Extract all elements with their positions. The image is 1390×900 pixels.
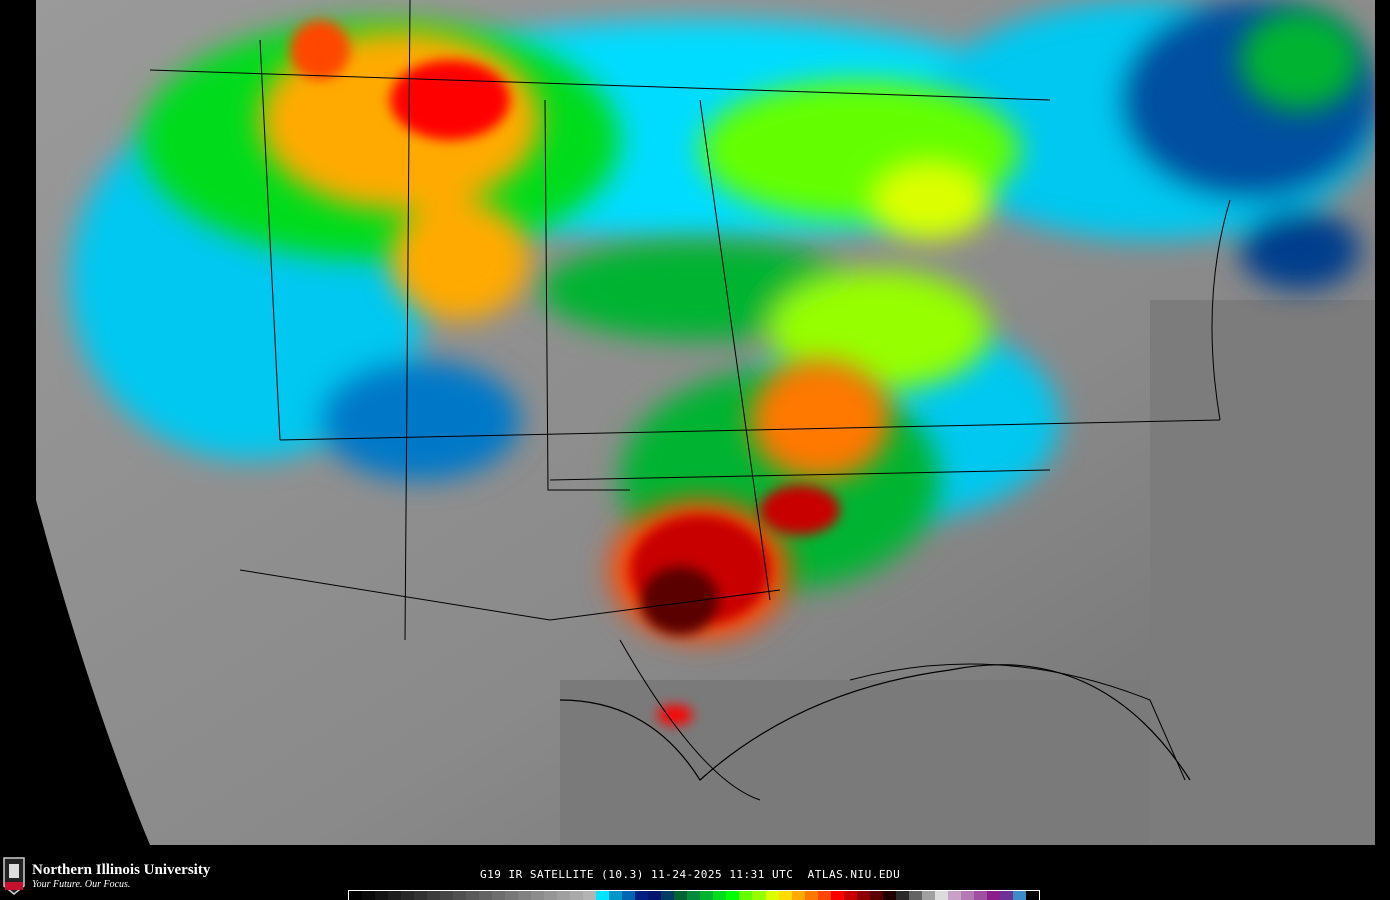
colorbar-swatch [700,891,714,900]
niu-shield-icon [3,857,25,895]
colorbar-swatch [453,891,467,900]
colorbar-swatch [908,891,922,900]
colorbar-swatch [843,891,857,900]
colorbar-swatch [960,891,974,900]
colorbar-swatch [401,891,415,900]
colorbar-swatch [687,891,701,900]
satellite-map [36,0,1375,845]
colorbar-swatch [609,891,623,900]
caption-product: G19 IR SATELLITE (10.3) [480,868,644,881]
colorbar-swatch [947,891,961,900]
colorbar-swatch [765,891,779,900]
colorbar-swatch [440,891,454,900]
colorbar-swatch [362,891,376,900]
colorbar-swatch [518,891,532,900]
colorbar-swatch [895,891,909,900]
colorbar-swatch [596,891,610,900]
colorbar-swatch [752,891,766,900]
colorbar-swatch [973,891,987,900]
colorbar-swatch [479,891,493,900]
colorbar-swatch [986,891,1000,900]
colorbar-swatch [375,891,389,900]
temperature-colorbar [348,890,1040,900]
colorbar-swatch [531,891,545,900]
state-borders [149,0,1231,801]
atlantic-ocean [1150,300,1375,845]
colorbar-swatch [1012,891,1026,900]
colorbar-swatch [726,891,740,900]
image-caption: G19 IR SATELLITE (10.3) 11-24-2025 11:31… [480,868,900,881]
colorbar-swatch [934,891,948,900]
coastline [559,664,1191,781]
caption-site: ATLAS.NIU.EDU [807,868,901,881]
org-name: Northern Illinois University [32,861,211,878]
colorbar-swatch [713,891,727,900]
colorbar-swatch [661,891,675,900]
colorbar-swatch [674,891,688,900]
colorbar-swatch [999,891,1013,900]
colorbar-swatch [869,891,883,900]
colorbar-swatch [544,891,558,900]
colorbar-swatch [570,891,584,900]
colorbar-swatch [583,891,597,900]
cloud-green-layer [140,10,1360,590]
colorbar-swatch [648,891,662,900]
colorbar-swatch [557,891,571,900]
colorbar-swatch [349,891,363,900]
colorbar-swatch [817,891,831,900]
colorbar-swatch [492,891,506,900]
colorbar-swatch [804,891,818,900]
niu-logo: Northern Illinois University Your Future… [2,856,210,896]
colorbar-swatch [427,891,441,900]
org-tagline: Your Future. Our Focus. [32,878,131,890]
colorbar-swatch [830,891,844,900]
colorbar-swatch [739,891,753,900]
colorbar-swatch [622,891,636,900]
colorbar-swatch [505,891,519,900]
colorbar-swatch [921,891,935,900]
colorbar-swatch [791,891,805,900]
colorbar-swatch [414,891,428,900]
cloud-cold-tops [290,20,840,725]
caption-date: 11-24-2025 [650,868,723,881]
colorbar-swatch [882,891,896,900]
colorbar-swatch [388,891,402,900]
colorbar-swatch [466,891,480,900]
colorbar-swatch [1025,891,1039,900]
caption-time: 11:31 UTC [729,868,794,881]
colorbar-swatch [778,891,792,900]
colorbar-swatch [635,891,649,900]
colorbar-swatch [856,891,870,900]
